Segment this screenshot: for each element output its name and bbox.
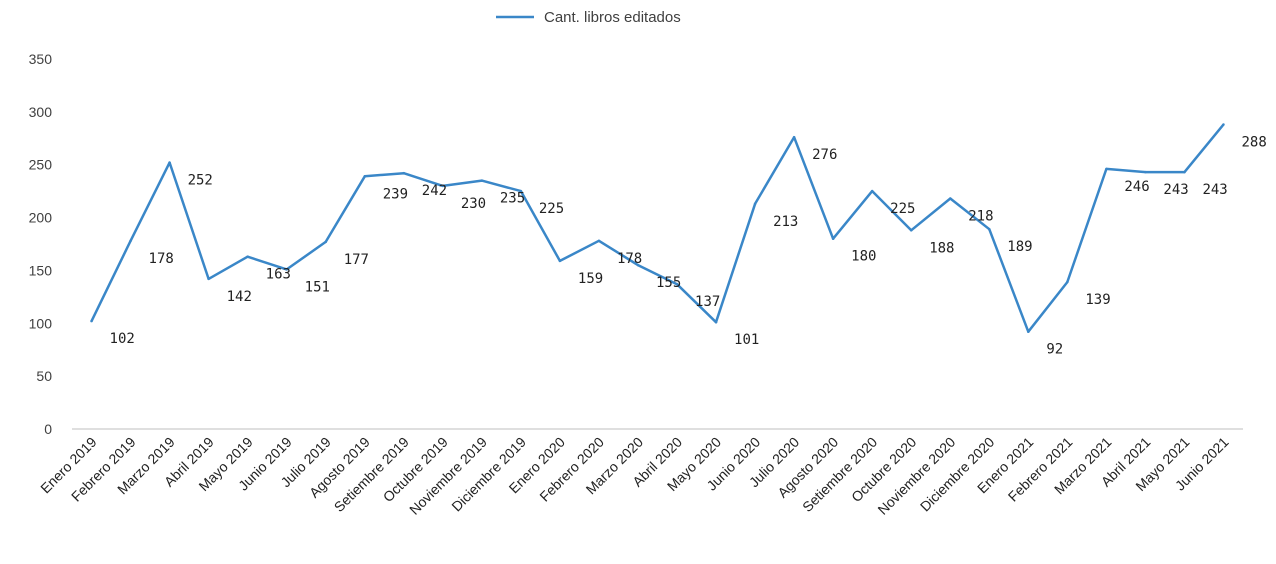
data-point	[909, 229, 913, 232]
data-point	[949, 197, 952, 200]
y-tick-label: 200	[29, 210, 53, 226]
data-label: 230	[461, 196, 486, 212]
data-label: 180	[851, 249, 876, 265]
data-label: 137	[695, 294, 720, 310]
data-label: 139	[1085, 292, 1110, 308]
data-point	[988, 227, 991, 231]
data-point	[792, 135, 796, 139]
data-label: 177	[344, 252, 369, 268]
data-label: 288	[1241, 135, 1266, 151]
data-point	[1183, 170, 1186, 174]
data-label: 243	[1202, 182, 1227, 198]
data-label: 151	[305, 279, 330, 295]
data-label: 102	[110, 331, 135, 347]
data-label: 235	[500, 191, 525, 207]
data-point	[90, 319, 93, 323]
data-label: 142	[227, 289, 252, 305]
data-point	[402, 171, 406, 175]
data-label: 276	[812, 147, 837, 163]
data-point	[558, 259, 562, 263]
y-tick-label: 0	[44, 421, 52, 437]
data-label: 163	[266, 267, 291, 283]
data-label: 243	[1163, 182, 1188, 198]
data-label: 225	[539, 201, 564, 217]
y-tick-label: 250	[29, 157, 53, 173]
data-point	[363, 175, 366, 178]
data-label: 92	[1046, 342, 1063, 358]
y-axis: 0 50 100 150 200 250 300 350	[29, 51, 53, 437]
data-point	[831, 237, 835, 240]
data-point	[675, 282, 679, 286]
data-point	[1144, 170, 1147, 174]
data-label: 178	[617, 251, 642, 267]
data-point	[636, 263, 640, 267]
data-label: 239	[383, 186, 408, 202]
data-label: 213	[773, 214, 798, 230]
y-tick-label: 100	[29, 315, 53, 331]
data-point	[519, 189, 523, 193]
data-point	[714, 320, 718, 324]
data-labels: 102 178 252 142 163 151 177 239 242 230 235 225 159 1…	[110, 135, 1267, 358]
y-tick-label: 350	[29, 51, 53, 67]
data-label: 242	[422, 183, 447, 199]
data-point	[1027, 330, 1030, 333]
data-point	[1222, 123, 1225, 126]
data-point	[870, 189, 874, 193]
data-label: 246	[1124, 179, 1149, 195]
data-label: 189	[1007, 239, 1032, 255]
data-point	[1105, 167, 1108, 171]
data-label: 101	[734, 332, 759, 348]
data-label: 159	[578, 271, 603, 287]
data-label: 252	[188, 173, 213, 189]
data-label: 178	[149, 251, 174, 267]
series-line	[90, 123, 1225, 333]
data-label: 218	[968, 209, 993, 225]
data-point	[441, 184, 445, 188]
data-label: 225	[890, 201, 915, 217]
data-point	[168, 161, 171, 164]
y-tick-label: 300	[29, 104, 53, 120]
data-point	[324, 240, 327, 244]
data-point	[597, 239, 601, 243]
y-tick-label: 150	[29, 262, 53, 278]
legend: Cant. libros editados	[496, 9, 681, 26]
data-point	[207, 277, 210, 281]
data-point	[1066, 280, 1069, 284]
data-point	[285, 268, 288, 271]
data-point	[480, 179, 484, 182]
data-label: 155	[656, 275, 681, 291]
data-label: 188	[929, 240, 954, 256]
data-point	[129, 239, 132, 243]
data-point	[246, 255, 249, 258]
series-cant-libros-editados	[90, 123, 1225, 333]
data-point	[753, 202, 757, 206]
y-tick-label: 50	[36, 368, 52, 384]
legend-label: Cant. libros editados	[544, 9, 681, 26]
